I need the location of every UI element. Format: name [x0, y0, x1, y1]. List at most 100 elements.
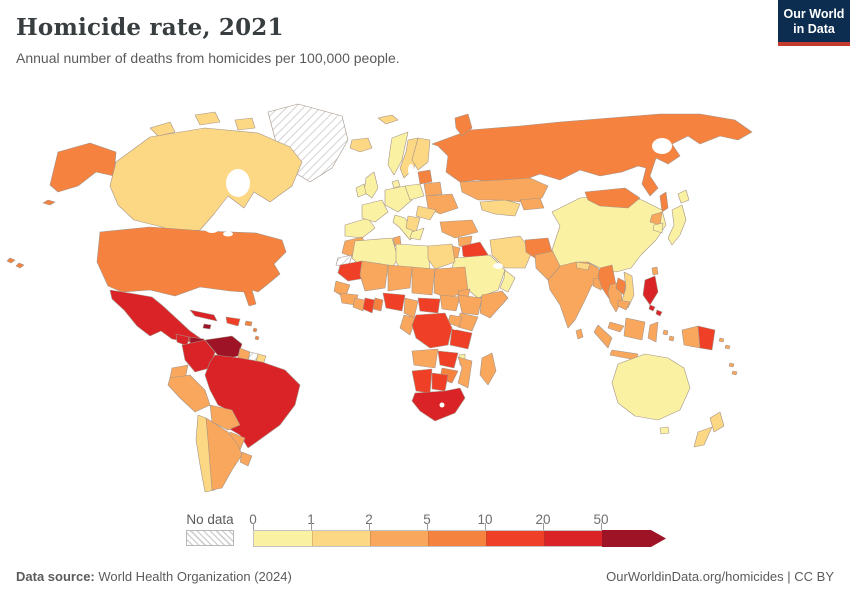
region-egypt[interactable] — [427, 243, 456, 270]
region-france[interactable] — [361, 199, 389, 223]
region-central-europe[interactable] — [384, 185, 413, 213]
region-dr-congo[interactable] — [411, 312, 453, 349]
region-peru[interactable] — [167, 374, 211, 413]
region-uzbek-turkmen[interactable] — [479, 199, 521, 217]
region-chad[interactable] — [411, 266, 436, 296]
region-belarus[interactable] — [423, 181, 443, 197]
region-tasmania[interactable] — [659, 426, 670, 435]
region-brazil[interactable] — [204, 354, 301, 449]
region-baltics[interactable] — [417, 169, 433, 185]
region-new-zealand-north[interactable] — [709, 411, 725, 433]
legend-bin-1[interactable] — [312, 531, 370, 546]
region-philippines[interactable] — [642, 275, 663, 317]
region-borneo[interactable] — [623, 317, 646, 341]
region-turkey[interactable] — [439, 219, 479, 239]
region-sakhalin[interactable] — [659, 191, 669, 213]
region-central-african-republic[interactable] — [417, 297, 441, 314]
region-nigeria[interactable] — [382, 292, 406, 312]
region-somalia[interactable] — [479, 290, 509, 319]
region-iran[interactable] — [489, 235, 533, 269]
region-canada[interactable] — [109, 127, 303, 233]
region-ivory-coast[interactable] — [352, 297, 366, 312]
region-mongolia[interactable] — [584, 187, 641, 209]
region-mexico[interactable] — [109, 289, 201, 343]
region-togo-benin[interactable] — [372, 297, 384, 312]
region-venezuela[interactable] — [204, 335, 243, 361]
legend-bin-0[interactable] — [254, 531, 312, 546]
region-south-korea[interactable] — [652, 222, 664, 234]
region-mozambique[interactable] — [457, 356, 473, 389]
region-united-states[interactable] — [96, 226, 287, 307]
region-mauritania[interactable] — [337, 260, 367, 282]
region-madagascar[interactable] — [479, 352, 497, 386]
region-angola[interactable] — [411, 348, 439, 369]
region-kyrgyz-tajik[interactable] — [519, 197, 545, 211]
region-namibia[interactable] — [411, 368, 433, 394]
region-south-sudan[interactable] — [439, 294, 461, 312]
region-papua-west[interactable] — [681, 325, 701, 349]
owid-logo[interactable]: Our World in Data — [778, 0, 850, 46]
region-norway[interactable] — [387, 131, 409, 176]
region-niger[interactable] — [387, 264, 413, 292]
region-hawaii[interactable] — [6, 257, 25, 269]
region-cambodia[interactable] — [617, 299, 631, 311]
region-argentina[interactable] — [205, 417, 243, 491]
region-china[interactable] — [551, 193, 667, 273]
region-poland[interactable] — [404, 183, 425, 201]
region-nepal[interactable] — [575, 261, 591, 271]
region-malaysia[interactable] — [607, 321, 625, 333]
region-tanzania[interactable] — [449, 328, 473, 350]
region-italy[interactable] — [392, 214, 416, 241]
region-iceland[interactable] — [349, 137, 373, 153]
region-new-zealand-south[interactable] — [693, 426, 713, 448]
legend-bar-arrow[interactable] — [602, 530, 666, 547]
region-uruguay[interactable] — [239, 451, 253, 467]
region-south-africa[interactable] — [411, 387, 466, 422]
region-puerto-rico[interactable] — [244, 320, 253, 327]
region-ethiopia[interactable] — [457, 294, 483, 316]
region-taiwan[interactable] — [651, 266, 659, 276]
region-denmark[interactable] — [391, 179, 401, 189]
region-sulawesi[interactable] — [647, 321, 659, 343]
region-ukraine[interactable] — [425, 193, 459, 215]
region-aleutians[interactable] — [42, 199, 56, 206]
legend-bin-4[interactable] — [486, 531, 544, 546]
region-ireland[interactable] — [355, 183, 367, 198]
legend-no-data-swatch[interactable] — [186, 530, 234, 546]
legend-bin-3[interactable] — [428, 531, 486, 546]
region-sumatra[interactable] — [593, 324, 613, 349]
region-greece[interactable] — [409, 227, 425, 241]
region-alaska[interactable] — [49, 142, 117, 193]
legend-bin-5[interactable] — [544, 531, 602, 546]
region-vietnam[interactable] — [621, 271, 635, 309]
region-japan[interactable] — [667, 189, 690, 246]
region-botswana[interactable] — [431, 372, 449, 392]
region-novaya-zemlya[interactable] — [454, 113, 473, 137]
region-bolivia[interactable] — [209, 404, 241, 431]
region-mali[interactable] — [359, 260, 389, 292]
region-iberia[interactable] — [344, 217, 376, 239]
region-svalbard[interactable] — [377, 114, 399, 125]
region-solomon-vanuatu[interactable] — [718, 337, 738, 376]
region-arctic-island-a[interactable] — [149, 121, 176, 137]
region-jamaica[interactable] — [202, 323, 212, 330]
region-oman[interactable] — [499, 269, 516, 293]
region-ghana[interactable] — [362, 297, 376, 314]
region-zambia[interactable] — [437, 350, 459, 369]
legend-bin-2[interactable] — [370, 531, 428, 546]
region-cuba[interactable] — [189, 309, 218, 322]
region-kenya[interactable] — [457, 312, 479, 332]
region-hispaniola[interactable] — [225, 316, 241, 327]
region-romania[interactable] — [415, 205, 437, 221]
region-sri-lanka[interactable] — [575, 328, 584, 340]
region-moluccas[interactable] — [662, 329, 675, 342]
footer-credit[interactable]: OurWorldinData.org/homicides | CC BY — [606, 569, 834, 584]
region-finland[interactable] — [411, 137, 431, 171]
region-australia[interactable] — [611, 353, 691, 421]
region-sudan[interactable] — [433, 266, 469, 299]
region-papua-new-guinea[interactable] — [697, 325, 716, 351]
region-arctic-island-c[interactable] — [234, 117, 256, 131]
region-lesser-antilles[interactable] — [252, 327, 260, 341]
region-gabon-congo[interactable] — [399, 314, 417, 336]
region-arctic-island-b[interactable] — [194, 111, 221, 126]
